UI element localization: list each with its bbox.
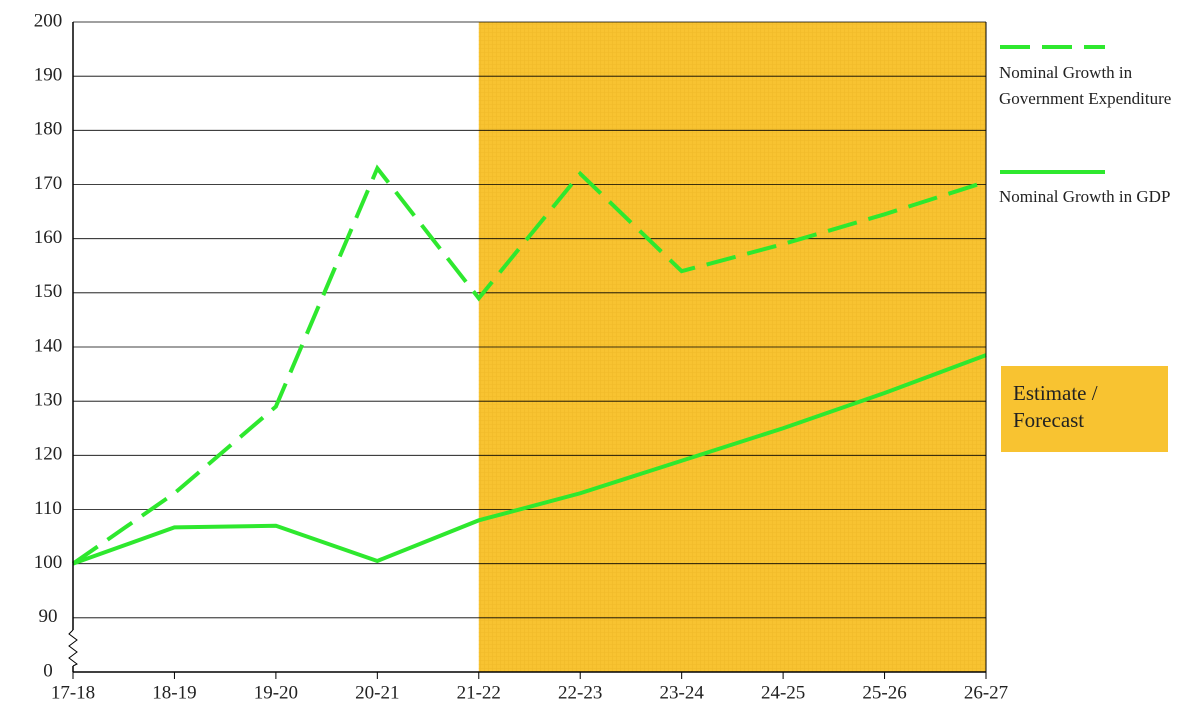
y-tick-label: 190 [34, 65, 63, 86]
x-tick-label: 24-25 [761, 682, 805, 703]
forecast-legend-box: Estimate / Forecast [1001, 366, 1168, 452]
x-tick-label: 18-19 [152, 682, 196, 703]
series-line [72, 353, 987, 566]
legend-label: Nominal Growth in Government Expenditure [999, 63, 1172, 108]
y-tick-label: 90 [39, 606, 58, 627]
marks-layer [71, 164, 987, 566]
y-tick-label: 110 [34, 498, 62, 519]
series-line [71, 164, 987, 566]
axis-break [68, 629, 78, 667]
x-tick-label: 20-21 [355, 682, 399, 703]
x-tick-label: 17-18 [51, 682, 95, 703]
y-tick-label: 0 [43, 660, 53, 681]
x-tick-label: 21-22 [457, 682, 501, 703]
y-tick-label: 100 [34, 552, 63, 573]
x-tick-label: 26-27 [964, 682, 1008, 703]
y-tick-label: 150 [34, 281, 63, 302]
legend-label: Nominal Growth in GDP [999, 187, 1171, 206]
x-tick-label: 23-24 [660, 682, 705, 703]
x-tick-label: 25-26 [862, 682, 906, 703]
y-tick-label: 200 [34, 10, 63, 31]
y-tick-label: 120 [34, 444, 63, 465]
y-tick-label: 180 [34, 119, 63, 140]
forecast-label: Estimate / Forecast [1013, 381, 1098, 432]
x-tick-label: 19-20 [254, 682, 298, 703]
y-tick-label: 130 [34, 390, 63, 411]
y-tick-label: 140 [34, 335, 63, 356]
y-tick-label: 160 [34, 227, 63, 248]
x-tick-label: 22-23 [558, 682, 602, 703]
grid-layer [73, 21, 986, 673]
y-tick-label: 170 [34, 173, 63, 194]
